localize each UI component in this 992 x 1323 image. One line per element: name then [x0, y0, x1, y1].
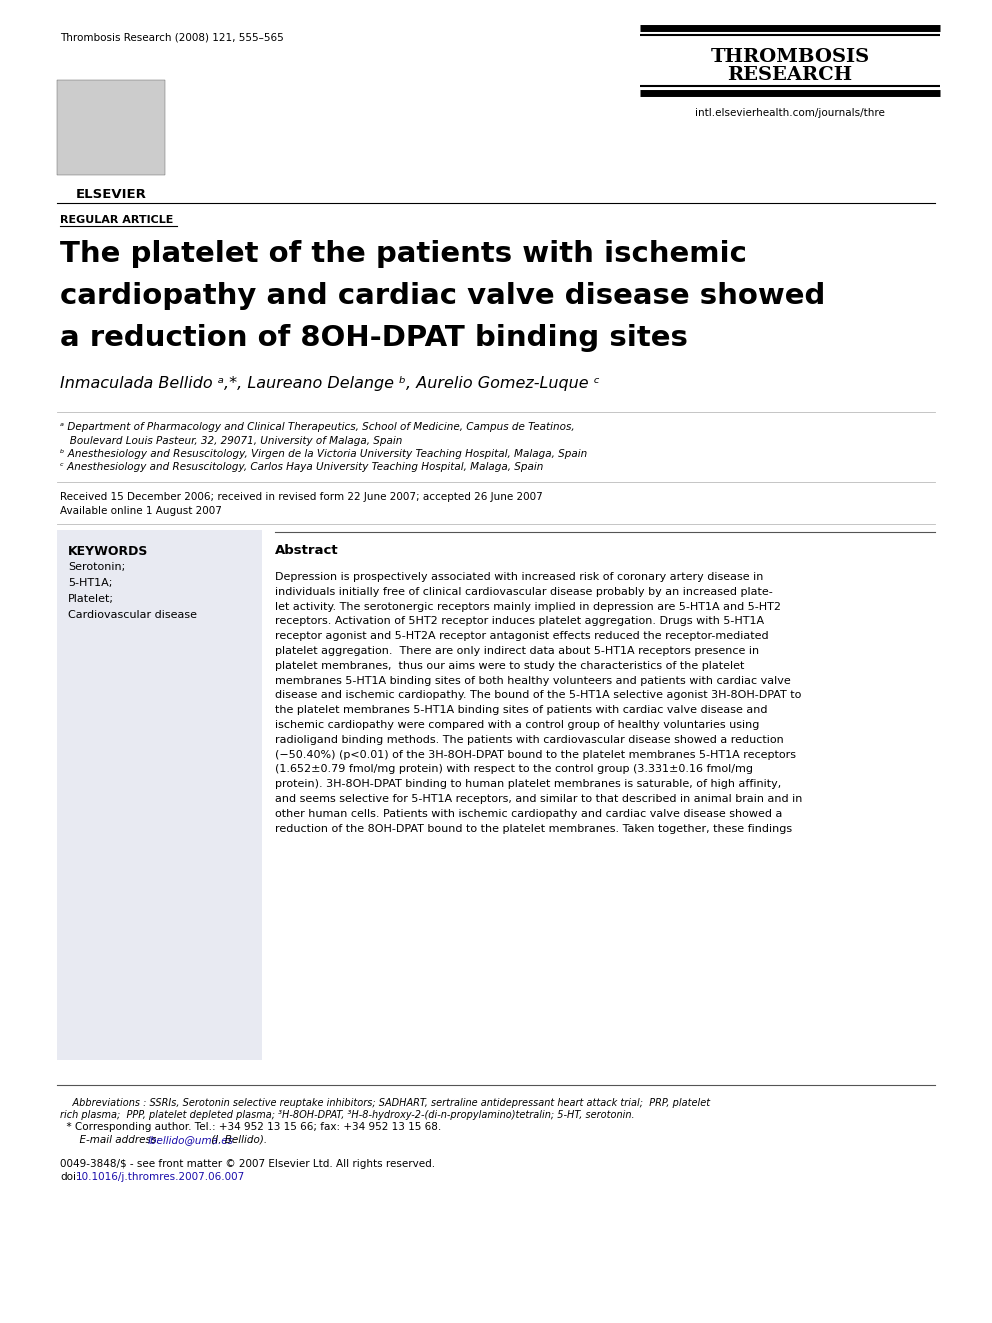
Text: KEYWORDS: KEYWORDS	[68, 545, 149, 558]
Text: membranes 5-HT1A binding sites of both healthy volunteers and patients with card: membranes 5-HT1A binding sites of both h…	[275, 676, 791, 685]
Text: The platelet of the patients with ischemic: The platelet of the patients with ischem…	[60, 239, 747, 269]
Text: Abbreviations : SSRIs, Serotonin selective reuptake inhibitors; SADHART, sertral: Abbreviations : SSRIs, Serotonin selecti…	[60, 1098, 710, 1107]
Text: a reduction of 8OH-DPAT binding sites: a reduction of 8OH-DPAT binding sites	[60, 324, 687, 352]
Text: the platelet membranes 5-HT1A binding sites of patients with cardiac valve disea: the platelet membranes 5-HT1A binding si…	[275, 705, 768, 716]
Text: receptor agonist and 5-HT2A receptor antagonist effects reduced the receptor-med: receptor agonist and 5-HT2A receptor ant…	[275, 631, 769, 642]
Text: reduction of the 8OH-DPAT bound to the platelet membranes. Taken together, these: reduction of the 8OH-DPAT bound to the p…	[275, 824, 793, 833]
Text: individuals initially free of clinical cardiovascular disease probably by an inc: individuals initially free of clinical c…	[275, 587, 773, 597]
Text: radioligand binding methods. The patients with cardiovascular disease showed a r: radioligand binding methods. The patient…	[275, 734, 784, 745]
Text: (I. Bellido).: (I. Bellido).	[208, 1135, 267, 1144]
Text: 10.1016/j.thromres.2007.06.007: 10.1016/j.thromres.2007.06.007	[76, 1172, 245, 1181]
Text: (1.652±0.79 fmol/mg protein) with respect to the control group (3.331±0.16 fmol/: (1.652±0.79 fmol/mg protein) with respec…	[275, 765, 753, 774]
Text: protein). 3H-8OH-DPAT binding to human platelet membranes is saturable, of high : protein). 3H-8OH-DPAT binding to human p…	[275, 779, 782, 790]
Text: Abstract: Abstract	[275, 544, 338, 557]
Text: THROMBOSIS: THROMBOSIS	[710, 48, 870, 66]
Text: Platelet;: Platelet;	[68, 594, 114, 605]
Text: Thrombosis Research (2008) 121, 555–565: Thrombosis Research (2008) 121, 555–565	[60, 32, 284, 42]
Text: intl.elsevierhealth.com/journals/thre: intl.elsevierhealth.com/journals/thre	[695, 108, 885, 118]
Text: Available online 1 August 2007: Available online 1 August 2007	[60, 505, 222, 516]
Text: ibellido@uma.es: ibellido@uma.es	[148, 1135, 234, 1144]
Text: platelet membranes,  thus our aims were to study the characteristics of the plat: platelet membranes, thus our aims were t…	[275, 660, 744, 671]
Text: 5-HT1A;: 5-HT1A;	[68, 578, 112, 587]
Text: RESEARCH: RESEARCH	[727, 66, 852, 83]
Text: Inmaculada Bellido ᵃ,*, Laureano Delange ᵇ, Aurelio Gomez-Luque ᶜ: Inmaculada Bellido ᵃ,*, Laureano Delange…	[60, 376, 599, 392]
Text: let activity. The serotonergic receptors mainly implied in depression are 5-HT1A: let activity. The serotonergic receptors…	[275, 602, 781, 611]
Text: Cardiovascular disease: Cardiovascular disease	[68, 610, 197, 620]
Text: ischemic cardiopathy were compared with a control group of healthy voluntaries u: ischemic cardiopathy were compared with …	[275, 720, 759, 730]
Text: Received 15 December 2006; received in revised form 22 June 2007; accepted 26 Ju: Received 15 December 2006; received in r…	[60, 492, 543, 501]
Text: E-mail address:: E-mail address:	[60, 1135, 163, 1144]
FancyBboxPatch shape	[57, 79, 165, 175]
Text: ELSEVIER: ELSEVIER	[75, 188, 147, 201]
Text: doi:: doi:	[60, 1172, 79, 1181]
Text: ᵇ Anesthesiology and Resuscitology, Virgen de la Victoria University Teaching Ho: ᵇ Anesthesiology and Resuscitology, Virg…	[60, 448, 587, 459]
Text: Boulevard Louis Pasteur, 32, 29071, University of Malaga, Spain: Boulevard Louis Pasteur, 32, 29071, Univ…	[60, 435, 403, 446]
Text: other human cells. Patients with ischemic cardiopathy and cardiac valve disease : other human cells. Patients with ischemi…	[275, 808, 783, 819]
Text: ᵃ Department of Pharmacology and Clinical Therapeutics, School of Medicine, Camp: ᵃ Department of Pharmacology and Clinica…	[60, 422, 574, 433]
Text: Serotonin;: Serotonin;	[68, 562, 125, 572]
Text: receptors. Activation of 5HT2 receptor induces platelet aggregation. Drugs with : receptors. Activation of 5HT2 receptor i…	[275, 617, 764, 626]
FancyBboxPatch shape	[57, 531, 262, 1060]
Text: disease and ischemic cardiopathy. The bound of the 5-HT1A selective agonist 3H-8: disease and ischemic cardiopathy. The bo…	[275, 691, 802, 700]
Text: rich plasma;  PPP, platelet depleted plasma; ³H-8OH-DPAT, ³H-8-hydroxy-2-(di-n-p: rich plasma; PPP, platelet depleted plas…	[60, 1110, 635, 1121]
Text: REGULAR ARTICLE: REGULAR ARTICLE	[60, 216, 174, 225]
Text: * Corresponding author. Tel.: +34 952 13 15 66; fax: +34 952 13 15 68.: * Corresponding author. Tel.: +34 952 13…	[60, 1122, 441, 1132]
Text: Depression is prospectively associated with increased risk of coronary artery di: Depression is prospectively associated w…	[275, 572, 764, 582]
Text: ᶜ Anesthesiology and Resuscitology, Carlos Haya University Teaching Hospital, Ma: ᶜ Anesthesiology and Resuscitology, Carl…	[60, 463, 544, 472]
Text: and seems selective for 5-HT1A receptors, and similar to that described in anima: and seems selective for 5-HT1A receptors…	[275, 794, 803, 804]
Text: cardiopathy and cardiac valve disease showed: cardiopathy and cardiac valve disease sh…	[60, 282, 825, 310]
Text: platelet aggregation.  There are only indirect data about 5-HT1A receptors prese: platelet aggregation. There are only ind…	[275, 646, 759, 656]
Text: 0049-3848/$ - see front matter © 2007 Elsevier Ltd. All rights reserved.: 0049-3848/$ - see front matter © 2007 El…	[60, 1159, 435, 1170]
Text: (−50.40%) (p<0.01) of the 3H-8OH-DPAT bound to the platelet membranes 5-HT1A rec: (−50.40%) (p<0.01) of the 3H-8OH-DPAT bo…	[275, 750, 796, 759]
